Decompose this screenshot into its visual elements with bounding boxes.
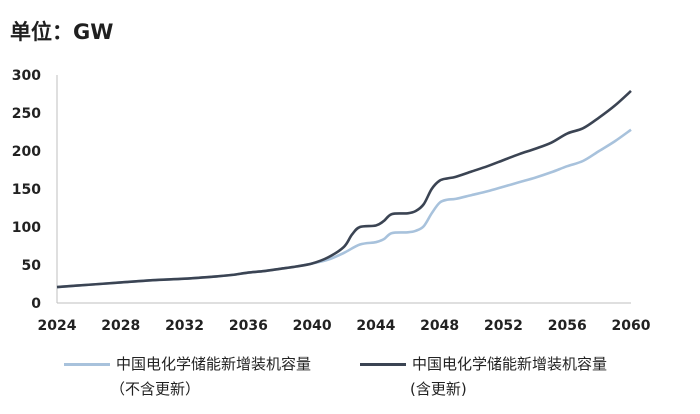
unit-label: 单位：GW <box>10 20 114 44</box>
legend-entry-incl-replacement: 中国电化学储能新增装机容量 (含更新) <box>360 352 607 402</box>
legend-swatch-incl-replacement <box>360 363 406 366</box>
x-tick-label: 2060 <box>612 318 651 334</box>
y-tick-label: 250 <box>12 106 41 122</box>
series-line-incl-replacement <box>56 89 632 289</box>
y-tick-label: 50 <box>22 258 42 274</box>
x-tick-label: 2036 <box>229 318 268 334</box>
x-tick-label: 2028 <box>101 318 140 334</box>
legend-label-excl-replacement: 中国电化学储能新增装机容量 <box>116 355 312 373</box>
series-line-excl-replacement <box>56 128 632 289</box>
x-tick-label: 2032 <box>165 318 204 334</box>
y-tick-label: 150 <box>12 182 41 198</box>
legend-sublabel-excl-replacement: （不含更新） <box>110 380 201 398</box>
x-tick-label: 2052 <box>484 318 523 334</box>
series-lines <box>56 89 632 289</box>
y-tick-labels: 0 50 100 150 200 250 300 <box>12 68 41 312</box>
x-tick-label: 2024 <box>38 318 77 334</box>
y-tick-label: 300 <box>12 68 41 84</box>
y-tick-label: 100 <box>12 220 41 236</box>
x-tick-labels: 2024 2028 2032 2036 2040 2044 2048 2052 2056 2060 <box>38 318 651 334</box>
y-tick-label: 200 <box>12 144 41 160</box>
legend-sublabel-incl-replacement: (含更新) <box>410 380 467 398</box>
legend-label-incl-replacement: 中国电化学储能新增装机容量 <box>412 355 608 373</box>
x-tick-label: 2040 <box>293 318 332 334</box>
x-tick-label: 2044 <box>356 318 395 334</box>
legend-entry-excl-replacement: 中国电化学储能新增装机容量 （不含更新） <box>64 352 311 402</box>
x-tick-label: 2048 <box>420 318 459 334</box>
legend-swatch-excl-replacement <box>64 363 110 366</box>
y-tick-label: 0 <box>31 296 41 312</box>
x-tick-label: 2056 <box>548 318 587 334</box>
